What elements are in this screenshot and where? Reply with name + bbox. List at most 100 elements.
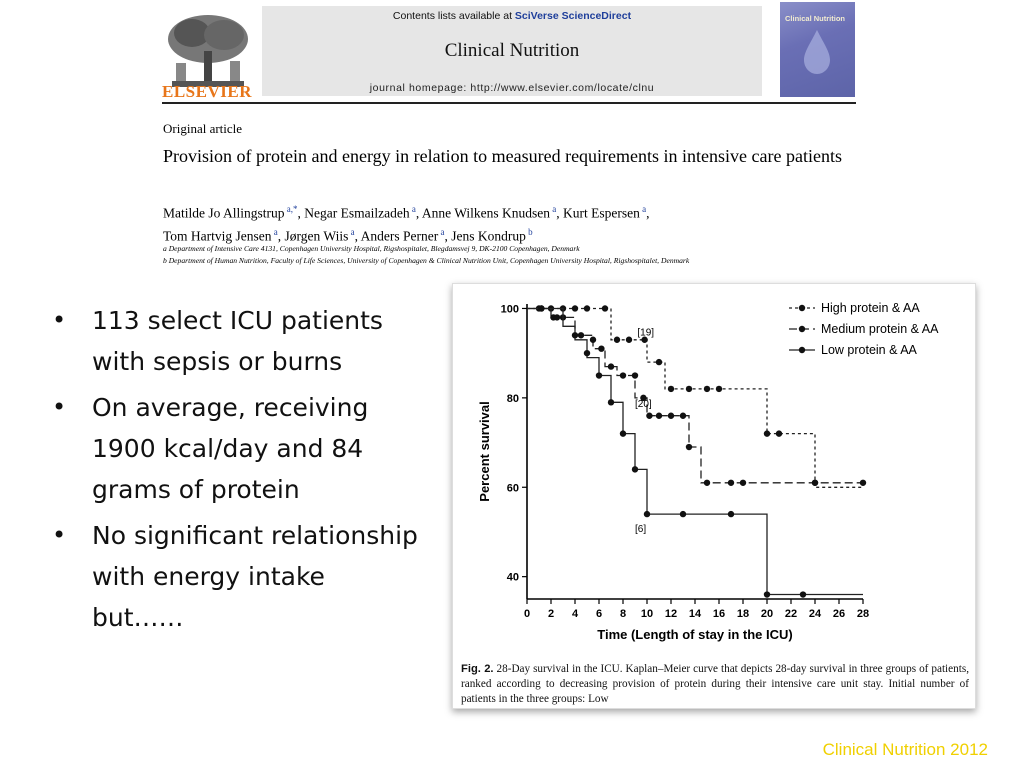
series-point-0 [715,385,723,393]
x-tick-label: 18 [737,608,749,620]
article-type: Original article [163,121,243,136]
bullet-item: • 113 select ICU patients with sepsis or … [50,300,420,382]
author-separator: , [444,228,452,243]
y-tick-label: 40 [507,572,519,584]
legend-marker-0 [798,304,806,312]
x-tick-label: 28 [857,608,869,620]
x-tick-label: 2 [548,608,554,620]
x-tick-label: 6 [596,608,602,620]
figure-caption: Fig. 2. 28-Day survival in the ICU. Kapl… [461,662,969,707]
series-point-2 [679,510,687,518]
series-point-0 [601,305,609,312]
journal-name: Clinical Nutrition [444,40,580,61]
author-separator: , [354,228,361,243]
x-tick-label: 10 [641,608,653,620]
series-point-1 [727,479,735,486]
series-point-1 [667,412,675,419]
affiliation-b: b Department of Human Nutrition, Faculty… [163,256,690,265]
journal-banner: Contents lists available at SciVerse Sci… [262,6,762,96]
author-name: Anders Perner [360,228,439,243]
x-axis-label: Time (Length of stay in the ICU) [597,627,793,642]
x-tick-label: 12 [665,608,677,620]
contents-line: Contents lists available at SciVerse Sci… [262,10,762,22]
author-name: Negar Esmailzadeh [304,205,410,221]
x-tick-label: 24 [809,608,822,620]
series-point-0 [583,305,591,312]
caption-text: 28-Day survival in the ICU. Kaplan–Meier… [461,663,969,705]
author-affiliation-mark: a,* [284,204,298,214]
series-point-1 [703,479,711,486]
author-separator: , [297,205,305,221]
author-name: Jørgen Wiis [284,228,349,243]
author-name: Matilde Jo Allingstrup [163,205,285,221]
x-tick-label: 20 [761,608,773,620]
author-name: Jens Kondrup [451,228,526,243]
series-point-0 [571,305,579,312]
x-tick-label: 0 [524,608,530,620]
sciencedirect-link[interactable]: SciVerse ScienceDirect [514,10,632,22]
series-point-2 [799,591,807,598]
series-point-1 [655,412,663,419]
author-separator: , [415,205,422,221]
author-affiliation-mark: a [271,226,278,237]
bullet-item: • On average, receiving 1900 kcal/day and… [50,387,420,510]
legend-marker-1 [798,325,806,333]
affiliation-a: a Department of Intensive Care 4131, Cop… [163,244,580,253]
author-affiliation-mark: b [525,226,533,237]
bullet-glyph: • [52,521,67,549]
series-point-2 [538,305,545,312]
author-name: Kurt Espersen [563,205,640,221]
series-point-1 [685,443,693,451]
series-line-2 [527,307,863,596]
author-separator: , [277,228,285,243]
y-tick-label: 100 [501,303,519,315]
series-point-1 [631,372,639,379]
legend-marker-2 [798,346,806,354]
series-point-1 [739,479,747,486]
bullet-text: No significant relationship with energy … [92,521,418,632]
author-name: Tom Hartvig Jensen [163,228,272,243]
author-separator: , [646,205,650,221]
bullet-text: 113 select ICU patients with sepsis or b… [92,306,383,376]
legend-label-0: High protein & AA [821,301,920,315]
series-point-2 [607,399,615,406]
series-point-0 [703,385,711,393]
series-point-1 [589,336,597,343]
series-point-1 [811,479,819,486]
series-point-0 [667,385,675,393]
series-point-0 [625,336,633,343]
series-point-1 [577,332,585,339]
cover-title: Clinical Nutrition [785,14,845,23]
series-point-0 [775,430,783,437]
author-list: Matilde Jo Allingstrup a,*, Negar Esmail… [163,200,863,245]
publisher-wordmark: ELSEVIER [162,82,252,101]
series-line-0 [527,307,863,488]
x-tick-label: 14 [689,608,702,620]
contents-prefix: Contents lists available at [392,10,515,22]
series-point-1 [646,412,653,419]
legend-label-1: Medium protein & AA [821,322,939,336]
journal-homepage[interactable]: journal homepage: http://www.elsevier.co… [369,82,655,94]
series-point-2 [595,372,603,379]
series-point-2 [553,314,561,321]
source-citation: Clinical Nutrition 2012 [822,740,988,759]
series-point-1 [598,345,605,352]
journal-cover: Clinical Nutrition [780,2,855,97]
x-tick-label: 22 [785,608,797,620]
author-name: Anne Wilkens Knudsen [421,205,551,221]
author-affiliation-mark: a [639,204,647,214]
series-point-0 [685,385,693,393]
series-point-1 [679,412,687,419]
series-point-2 [619,430,627,437]
series-point-1 [640,394,647,402]
bullet-item: • No significant relationship with energy… [50,515,420,638]
series-point-0 [613,336,621,343]
bullet-text: On average, receiving 1900 kcal/day and … [92,393,369,504]
x-tick-label: 16 [713,608,725,620]
count-annotation: [6] [635,524,646,535]
series-point-2 [583,349,591,357]
author-affiliation-mark: a [348,226,355,237]
y-tick-label: 80 [507,393,519,405]
bullet-glyph: • [52,393,67,421]
